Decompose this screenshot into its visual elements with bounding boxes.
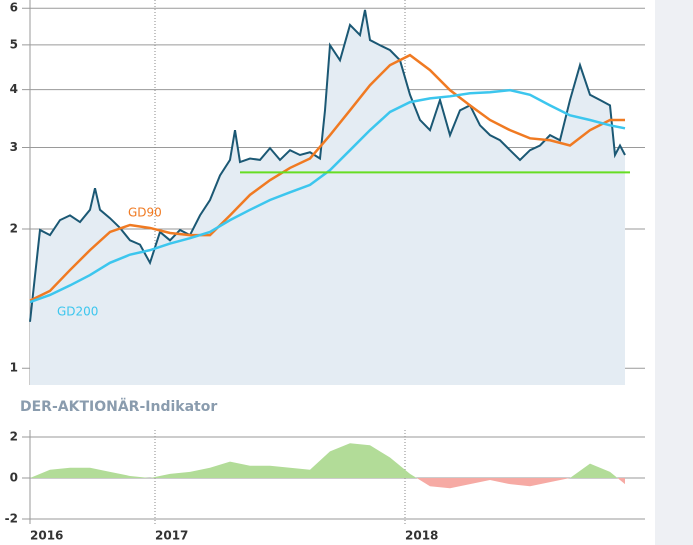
- y-tick-label: 5: [10, 37, 18, 51]
- x-tick-label: 2017: [155, 529, 188, 543]
- price-area: [30, 9, 625, 385]
- y-tick-label: 1: [10, 361, 18, 375]
- y-tick-label: 2: [10, 221, 18, 235]
- y-tick-label: 3: [10, 140, 18, 154]
- series-label: GD90: [128, 206, 162, 220]
- y-tick-label: 2: [10, 430, 18, 444]
- indicator-positive: [30, 443, 625, 478]
- y-tick-label: 4: [10, 82, 18, 96]
- series-line: [29, 88, 626, 304]
- side-band: [655, 0, 693, 545]
- x-tick-label: 2016: [30, 529, 63, 543]
- x-tick-label: 2018: [405, 529, 438, 543]
- y-tick-label: -2: [5, 511, 18, 525]
- series-line: [29, 53, 625, 302]
- indicator-negative: [30, 478, 625, 489]
- y-tick-label: 6: [10, 1, 18, 15]
- y-tick-label: 0: [10, 471, 18, 485]
- series-line: [29, 9, 626, 322]
- series-label: GD200: [57, 305, 98, 319]
- indicator-title: DER-AKTIONÄR-Indikator: [20, 398, 217, 415]
